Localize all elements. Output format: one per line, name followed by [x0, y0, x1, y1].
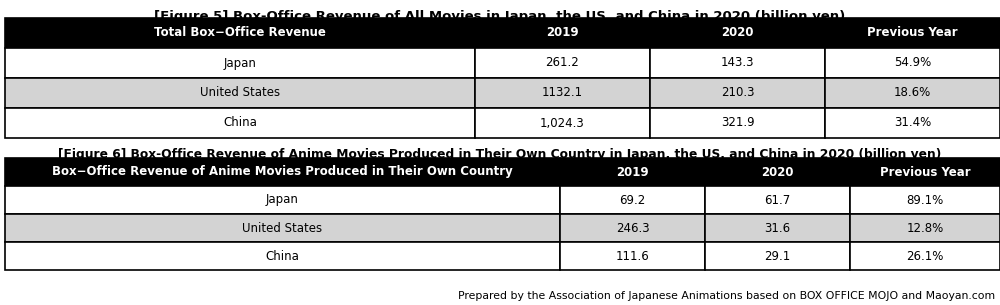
Bar — [560, 242, 705, 270]
Text: 31.4%: 31.4% — [894, 117, 931, 130]
Text: Japan: Japan — [266, 193, 299, 206]
Text: 54.9%: 54.9% — [894, 56, 931, 70]
Text: United States: United States — [200, 87, 280, 99]
Bar — [475, 48, 650, 78]
Bar — [825, 18, 1000, 48]
Text: [Figure 5] Box-Office Revenue of All Movies in Japan, the US, and China in 2020 : [Figure 5] Box-Office Revenue of All Mov… — [154, 10, 846, 23]
Text: China: China — [223, 117, 257, 130]
Text: 210.3: 210.3 — [721, 87, 754, 99]
Text: 246.3: 246.3 — [616, 221, 649, 235]
Text: Previous Year: Previous Year — [867, 27, 958, 40]
Bar — [5, 78, 475, 108]
Bar — [5, 242, 560, 270]
Bar — [560, 158, 705, 186]
Bar — [5, 48, 475, 78]
Bar — [560, 186, 705, 214]
Text: Box−Office Revenue of Anime Movies Produced in Their Own Country: Box−Office Revenue of Anime Movies Produ… — [52, 166, 513, 178]
Text: 321.9: 321.9 — [721, 117, 754, 130]
Bar — [825, 78, 1000, 108]
Text: 2020: 2020 — [721, 27, 754, 40]
Bar — [825, 48, 1000, 78]
Bar — [475, 78, 650, 108]
Bar — [650, 48, 825, 78]
Text: 1,024.3: 1,024.3 — [540, 117, 585, 130]
Text: 261.2: 261.2 — [546, 56, 579, 70]
Bar — [850, 158, 1000, 186]
Text: 61.7: 61.7 — [764, 193, 791, 206]
Bar — [705, 214, 850, 242]
Bar — [5, 18, 475, 48]
Bar — [650, 78, 825, 108]
Text: 2019: 2019 — [546, 27, 579, 40]
Bar — [850, 242, 1000, 270]
Text: 18.6%: 18.6% — [894, 87, 931, 99]
Text: 2019: 2019 — [616, 166, 649, 178]
Bar — [850, 214, 1000, 242]
Text: United States: United States — [242, 221, 323, 235]
Text: 2020: 2020 — [761, 166, 794, 178]
Text: 29.1: 29.1 — [764, 249, 791, 263]
Text: 1132.1: 1132.1 — [542, 87, 583, 99]
Bar — [705, 186, 850, 214]
Text: 89.1%: 89.1% — [906, 193, 944, 206]
Text: 31.6: 31.6 — [764, 221, 791, 235]
Text: [Figure 6] Box-Office Revenue of Anime Movies Produced in Their Own Country in J: [Figure 6] Box-Office Revenue of Anime M… — [58, 148, 942, 161]
Text: China: China — [266, 249, 299, 263]
Text: 69.2: 69.2 — [619, 193, 646, 206]
Bar — [5, 214, 560, 242]
Bar — [5, 186, 560, 214]
Bar — [825, 108, 1000, 138]
Text: Prepared by the Association of Japanese Animations based on BOX OFFICE MOJO and : Prepared by the Association of Japanese … — [458, 291, 995, 301]
Bar — [850, 186, 1000, 214]
Bar — [650, 108, 825, 138]
Bar — [650, 18, 825, 48]
Bar — [475, 18, 650, 48]
Bar — [475, 108, 650, 138]
Bar — [5, 108, 475, 138]
Bar — [705, 158, 850, 186]
Bar — [5, 158, 560, 186]
Text: Japan: Japan — [224, 56, 256, 70]
Text: Previous Year: Previous Year — [880, 166, 970, 178]
Text: 143.3: 143.3 — [721, 56, 754, 70]
Text: 12.8%: 12.8% — [906, 221, 944, 235]
Text: 111.6: 111.6 — [616, 249, 649, 263]
Text: Total Box−Office Revenue: Total Box−Office Revenue — [154, 27, 326, 40]
Text: 26.1%: 26.1% — [906, 249, 944, 263]
Bar — [705, 242, 850, 270]
Bar — [560, 214, 705, 242]
